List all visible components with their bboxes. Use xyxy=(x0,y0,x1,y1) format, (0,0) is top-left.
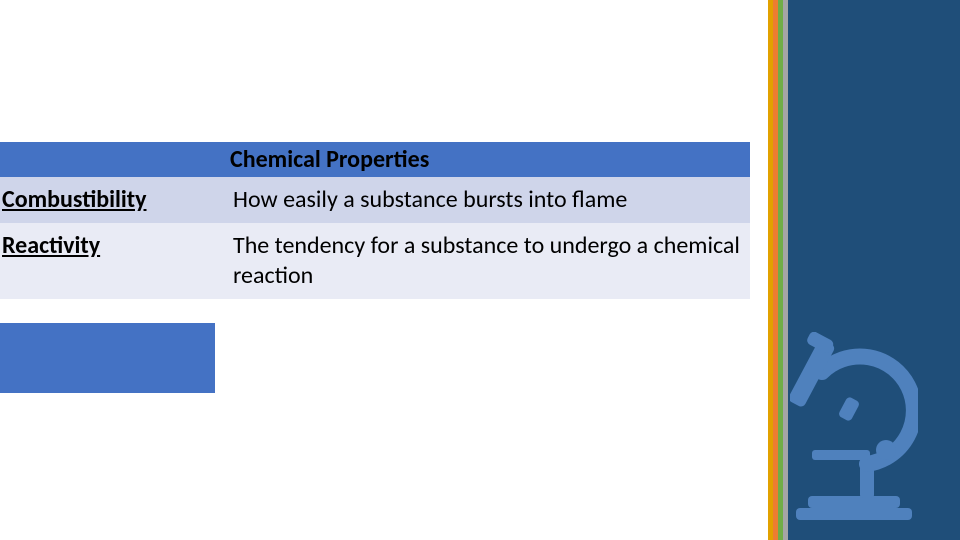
properties-table: Chemical Properties Combustibility How e… xyxy=(0,142,750,299)
blue-block xyxy=(0,323,215,393)
definition-cell: How easily a substance bursts into flame xyxy=(215,177,750,223)
table-row: Reactivity The tendency for a substance … xyxy=(0,223,750,299)
table-title: Chemical Properties xyxy=(0,142,750,177)
term-cell: Reactivity xyxy=(0,223,215,299)
table-row: Combustibility How easily a substance bu… xyxy=(0,177,750,223)
term-cell: Combustibility xyxy=(0,177,215,223)
definition-cell: The tendency for a substance to undergo … xyxy=(215,223,750,299)
microscope-icon xyxy=(790,332,918,522)
icon-panel xyxy=(768,0,940,540)
